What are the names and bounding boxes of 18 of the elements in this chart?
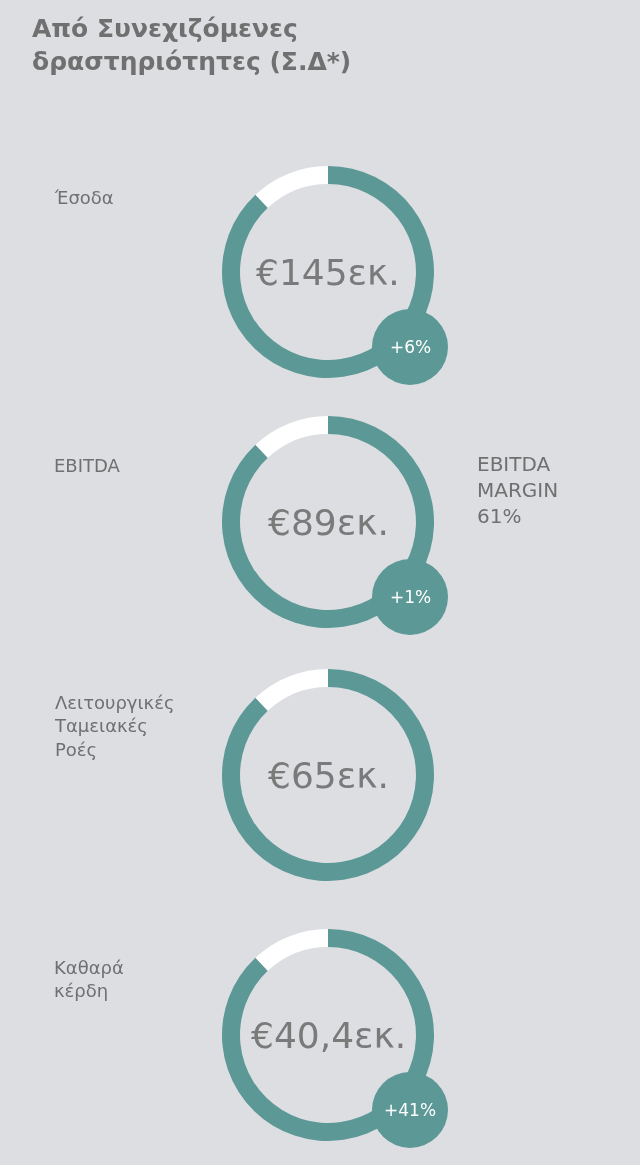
text: €145εκ. bbox=[256, 252, 400, 293]
text: EBITDA bbox=[54, 455, 121, 476]
donut-slice bbox=[255, 416, 328, 458]
text: +1% bbox=[390, 587, 432, 607]
donut-slice bbox=[222, 669, 434, 881]
text: €40,4εκ. bbox=[251, 1015, 407, 1056]
text: +6% bbox=[390, 337, 432, 357]
text: Καθαρά κέρδη bbox=[54, 957, 124, 1002]
chart-title: Από Συνεχιζόμενες δραστηριότητες (Σ.Δ*) bbox=[32, 14, 352, 76]
text: €89εκ. bbox=[268, 502, 389, 543]
donut-slice bbox=[255, 669, 328, 711]
text: EBITDA MARGIN 61% bbox=[477, 452, 559, 528]
text: Λειτουργικές Ταμειακές Ροές bbox=[54, 692, 175, 760]
text: Έσοδα bbox=[54, 187, 114, 208]
donut-slice bbox=[255, 929, 328, 971]
donut-slice bbox=[255, 166, 328, 208]
text: +41% bbox=[384, 1100, 437, 1120]
text: €65εκ. bbox=[268, 755, 389, 796]
